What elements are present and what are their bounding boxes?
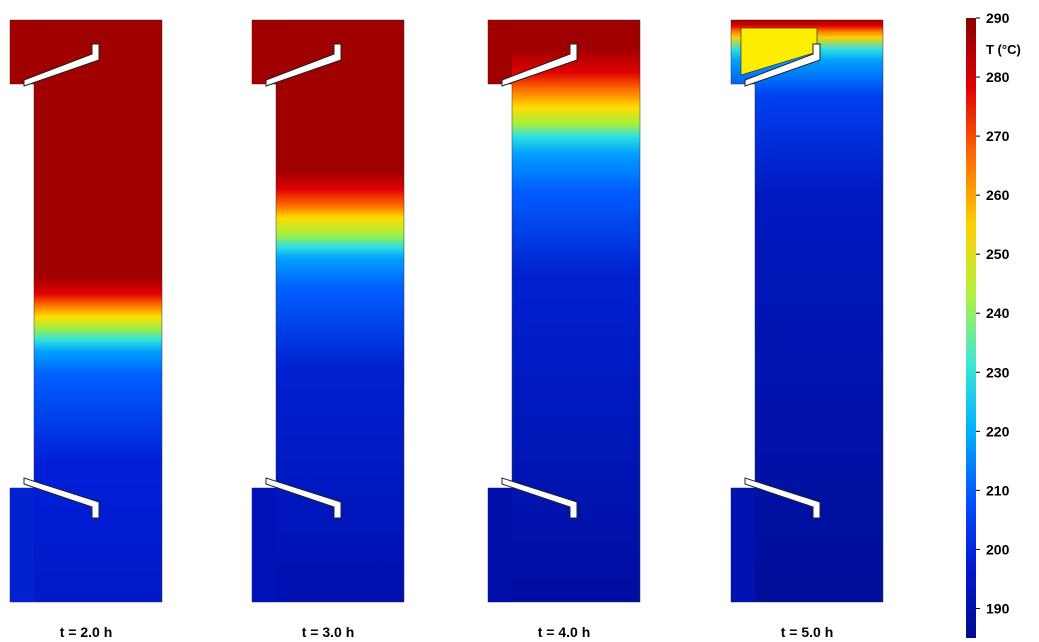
lower-baffle	[744, 477, 821, 519]
colorbar-tick-label: 240	[986, 305, 1010, 321]
colorbar: T (°C) 290 280 270 260 250 240 230 220 210 200 190	[966, 10, 1021, 638]
top-region	[252, 20, 276, 84]
colorbar-ticks: 290 280 270 260 250 240 230 220 210 200 190	[976, 10, 1010, 616]
upper-baffle	[744, 43, 821, 87]
upper-baffle	[265, 43, 342, 87]
panel-caption: t = 5.0 h	[781, 624, 834, 640]
bottom-region	[731, 488, 755, 602]
colorbar-tick-label: 230	[986, 364, 1010, 380]
panel-caption: t = 2.0 h	[60, 624, 113, 640]
colorbar-tick-label: 210	[986, 482, 1010, 498]
lower-baffle	[501, 477, 578, 519]
panel-caption: t = 3.0 h	[302, 624, 355, 640]
panel-t2: t = 2.0 h	[9, 19, 163, 640]
colorbar-gradient	[966, 18, 976, 638]
top-region	[10, 20, 34, 84]
colorbar-tick-label: 280	[986, 69, 1010, 85]
colorbar-tick-label: 220	[986, 423, 1010, 439]
upper-baffle	[501, 43, 578, 87]
bottom-region	[488, 488, 512, 602]
bottom-region	[10, 488, 34, 602]
panel-t4: t = 4.0 h	[487, 19, 641, 640]
panel-caption: t = 4.0 h	[538, 624, 591, 640]
lower-baffle	[23, 477, 100, 519]
colorbar-tick-label: 250	[986, 246, 1010, 262]
panel-t5: t = 5.0 h	[730, 19, 884, 640]
colorbar-title: T (°C)	[986, 42, 1021, 57]
colorbar-tick-label: 260	[986, 187, 1010, 203]
upper-baffle	[23, 43, 100, 87]
bottom-region	[252, 488, 276, 602]
panel-t3: t = 3.0 h	[251, 19, 405, 640]
colorbar-tick-label: 290	[986, 10, 1010, 26]
lower-baffle	[265, 477, 342, 519]
colorbar-tick-label: 270	[986, 128, 1010, 144]
colorbar-tick-label: 200	[986, 541, 1010, 557]
colorbar-tick-label: 190	[986, 600, 1010, 616]
top-region	[488, 20, 512, 84]
